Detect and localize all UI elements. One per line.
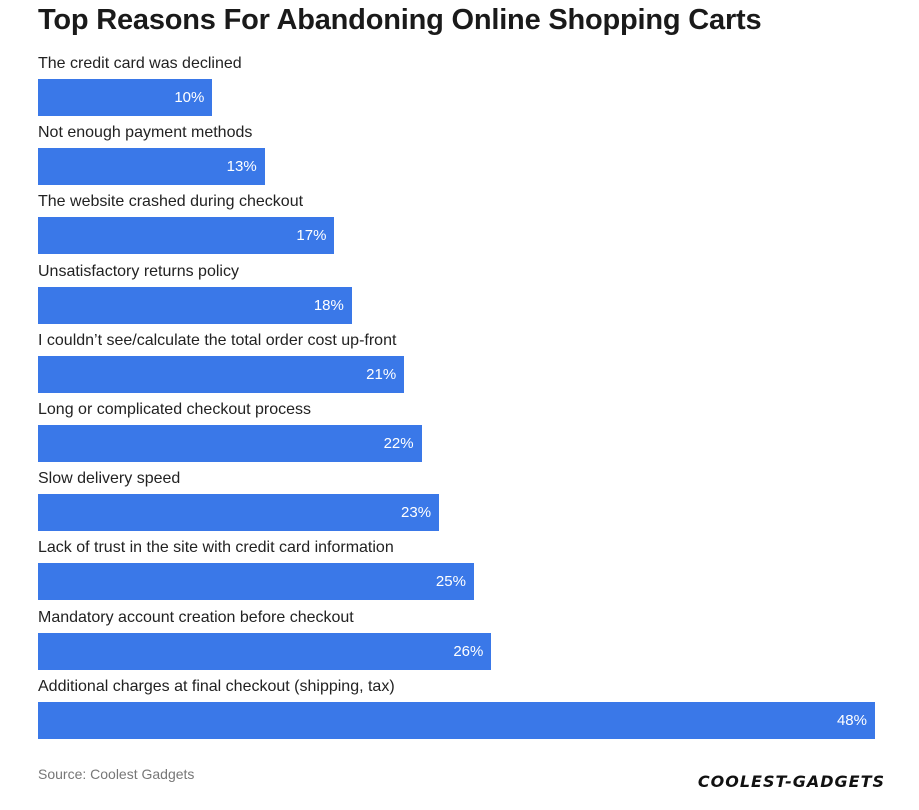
- bar: 10%: [38, 79, 213, 116]
- category-label: The credit card was declined: [38, 55, 242, 72]
- bar: 21%: [38, 355, 405, 393]
- bar-value-label: 21%: [366, 365, 397, 383]
- chart-title: Top Reasons For Abandoning Online Shoppi…: [38, 4, 762, 36]
- bar-value-label: 48%: [836, 711, 867, 729]
- bar: 26%: [38, 632, 492, 670]
- category-label: Slow delivery speed: [38, 470, 181, 488]
- bar: 22%: [38, 425, 422, 462]
- bar-value-label: 23%: [401, 504, 432, 522]
- category-label: Lack of trust in the site with credit ca…: [38, 539, 394, 557]
- bar: 23%: [38, 494, 440, 532]
- category-label: Not enough payment methods: [38, 124, 253, 142]
- bar-value-label: 22%: [383, 435, 414, 452]
- category-label: Mandatory account creation before checko…: [38, 608, 354, 626]
- category-label: The website crashed during checkout: [38, 193, 304, 211]
- bar-value-label: 10%: [174, 89, 205, 106]
- bar: 13%: [38, 148, 265, 186]
- category-label: Additional charges at final checkout (sh…: [38, 677, 395, 695]
- source-note: Source: Coolest Gadgets: [38, 766, 195, 782]
- brand-logo: COOLEST-GADGETS: [697, 772, 885, 791]
- bar-value-label: 17%: [296, 227, 327, 245]
- category-label: Long or complicated checkout process: [38, 401, 312, 418]
- category-label: Unsatisfactory returns policy: [38, 262, 239, 280]
- bar: 25%: [38, 563, 474, 601]
- bar: 17%: [38, 217, 335, 255]
- bar-value-label: 26%: [453, 642, 484, 660]
- category-label: I couldn’t see/calculate the total order…: [38, 331, 397, 349]
- bar-value-label: 13%: [226, 158, 257, 176]
- bar: 18%: [38, 286, 352, 324]
- bar: 48%: [38, 701, 875, 739]
- bar-value-label: 25%: [435, 573, 466, 591]
- bar-value-label: 18%: [313, 296, 344, 314]
